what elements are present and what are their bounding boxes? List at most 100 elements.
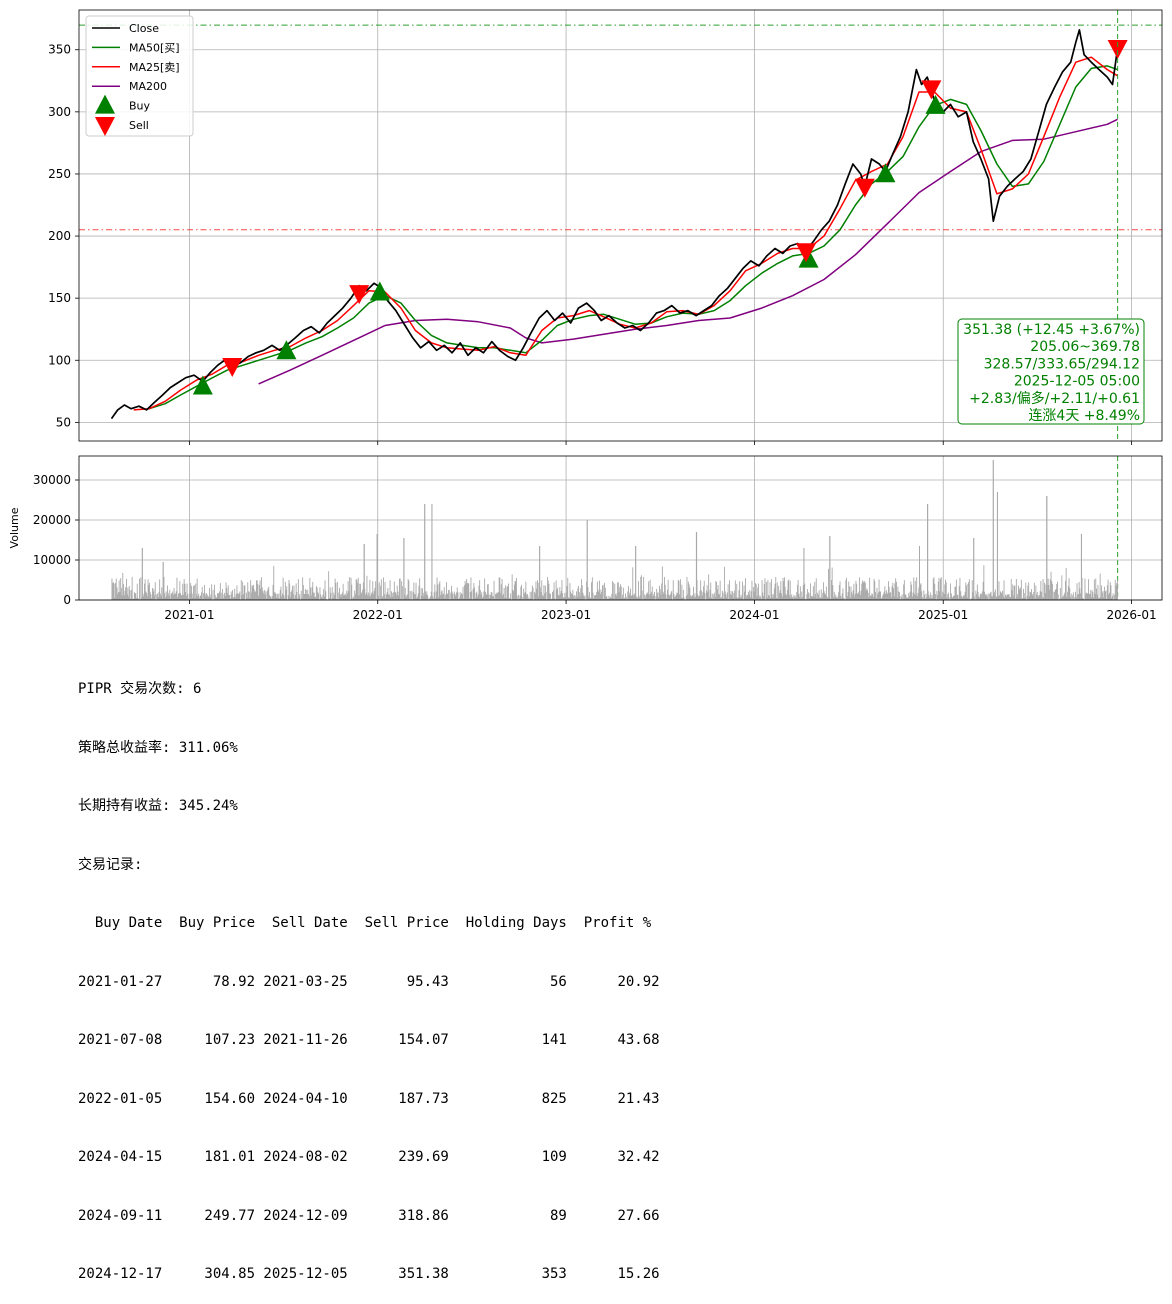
volume-bar [507, 586, 508, 600]
volume-bar [436, 591, 437, 600]
volume-bar [992, 596, 993, 600]
volume-bar [1027, 586, 1028, 600]
volume-bar [210, 597, 211, 600]
volume-bar [258, 596, 259, 600]
volume-bar [594, 596, 595, 601]
volume-bar [659, 586, 660, 600]
volume-bar [216, 597, 217, 600]
volume-bar [202, 587, 203, 600]
volume-bar [491, 592, 492, 600]
volume-bar [988, 593, 989, 600]
volume-bar [698, 596, 699, 600]
volume-bar [879, 580, 880, 601]
volume-y-tick-label: 30000 [33, 473, 71, 487]
volume-bar [550, 594, 551, 600]
volume-bar [975, 591, 976, 600]
volume-bar [679, 581, 680, 600]
volume-bar [902, 594, 903, 600]
volume-bar [330, 593, 331, 600]
volume-bar [1066, 568, 1067, 600]
volume-bar [313, 593, 314, 601]
price-y-tick-label: 350 [48, 43, 71, 57]
volume-bar [408, 581, 409, 600]
volume-bar [137, 584, 138, 600]
volume-bar [132, 577, 133, 600]
volume-bar [478, 595, 479, 601]
volume-bar [530, 592, 531, 600]
volume-bar [197, 579, 198, 600]
volume-bar [390, 580, 391, 600]
volume-bar [444, 587, 445, 600]
volume-bar [635, 546, 636, 600]
volume-bar [940, 579, 941, 600]
volume-bar [775, 577, 776, 600]
volume-bar [821, 589, 822, 600]
volume-bar [274, 592, 275, 600]
volume-bar [999, 581, 1000, 600]
volume-bar [834, 592, 835, 600]
info-box-line: 连涨4天 +8.49% [1028, 408, 1140, 424]
volume-bar [1092, 592, 1093, 600]
volume-bar [735, 580, 736, 600]
volume-bar [1113, 593, 1114, 600]
volume-bar [416, 583, 417, 600]
price-y-tick-label: 50 [56, 415, 71, 429]
volume-bar [174, 594, 175, 600]
volume-bar [921, 583, 922, 600]
volume-bar [402, 586, 403, 600]
volume-bar [953, 596, 954, 600]
volume-bar [161, 587, 162, 600]
volume-bar [355, 594, 356, 600]
volume-bar [581, 579, 582, 600]
volume-bar [114, 584, 115, 600]
volume-bar [559, 596, 560, 600]
volume-bar [604, 583, 605, 600]
volume-bar [811, 596, 812, 600]
volume-bar [1086, 593, 1087, 600]
volume-bar [642, 591, 643, 600]
volume-bar [539, 546, 540, 600]
volume-bar [869, 578, 870, 600]
volume-bar [567, 578, 568, 600]
volume-bar [856, 584, 857, 600]
volume-bar [1066, 597, 1067, 600]
volume-bar [1052, 584, 1053, 600]
volume-bar [546, 592, 547, 600]
legend-label: MA200 [129, 80, 167, 93]
volume-bar [1058, 594, 1059, 600]
volume-bar [471, 591, 472, 600]
volume-bar [705, 593, 706, 600]
volume-bar [484, 579, 485, 601]
volume-bar [671, 591, 672, 600]
volume-bar [211, 584, 212, 600]
volume-bar [423, 593, 424, 600]
volume-bar [351, 585, 352, 600]
volume-bar [720, 581, 721, 600]
volume-bar [1001, 592, 1002, 600]
volume-bar [795, 596, 796, 600]
volume-bar [510, 593, 511, 600]
volume-bar [177, 578, 178, 600]
volume-bar [374, 588, 375, 600]
legend-label: MA25[卖] [129, 61, 180, 74]
volume-bar [800, 586, 801, 600]
volume-bar [1100, 574, 1101, 600]
volume-bar [248, 591, 249, 600]
volume-bar [587, 520, 588, 600]
volume-bar [318, 594, 319, 601]
volume-bar [707, 592, 708, 600]
volume-bar [239, 592, 240, 601]
volume-bar [375, 581, 376, 600]
volume-frame [79, 456, 1162, 600]
volume-bar [322, 595, 323, 600]
volume-bar [164, 593, 165, 600]
volume-bar [232, 590, 233, 600]
volume-bar [163, 562, 164, 600]
volume-bar [554, 582, 555, 600]
volume-bar [1046, 496, 1047, 600]
volume-bar [905, 594, 906, 600]
volume-bar [229, 595, 230, 600]
volume-bar [640, 596, 641, 600]
volume-bar [394, 582, 395, 600]
volume-bar [526, 595, 527, 600]
